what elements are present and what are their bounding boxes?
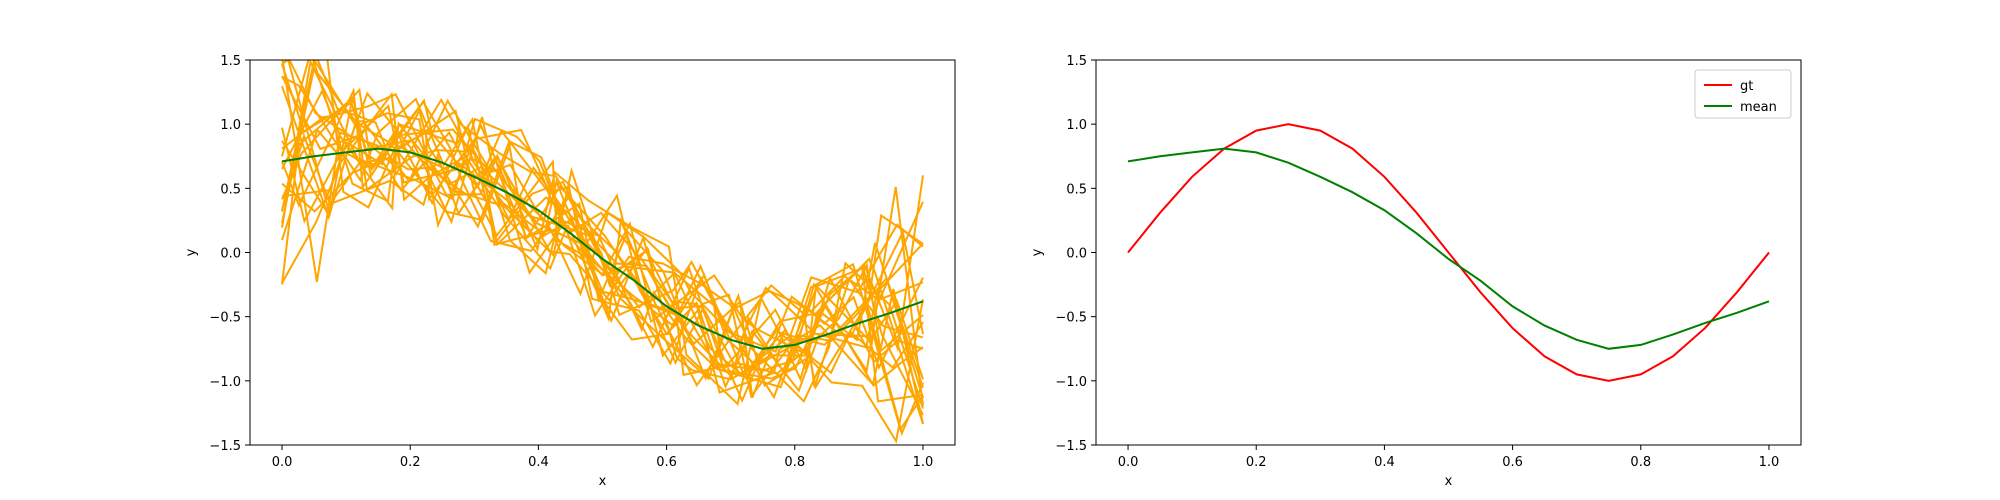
left-panel-chart: 0.0 0.2 0.4 0.6 0.8 1.0 −1.5 −1.0 −0.5 0.0 0.5 1.0 1… [184,54,956,489]
y-axis-label: y [184,248,199,256]
x-tick-label: 0.2 [400,455,421,470]
series-line-mean [1127,147,1770,350]
sample-line [288,60,924,398]
y-tick-label: −1.5 [1055,439,1087,454]
sample-line [281,88,924,365]
x-tick-label: 0.0 [1118,455,1139,470]
sample-line [287,60,924,389]
y-tick-label: −1.0 [1055,375,1087,390]
sample-line [281,60,924,432]
sample-line [281,75,924,393]
legend-label-gt: gt [1740,79,1753,94]
series-line-gt [1127,123,1770,382]
legend-label-mean: mean [1740,100,1777,115]
y-tick-label: 0.0 [220,247,241,262]
x-tick-label: 0.6 [1502,455,1523,470]
sample-line [281,91,924,409]
x-tick-label: 1.0 [913,455,934,470]
mean-line [281,147,924,350]
y-tick-label: −0.5 [1055,311,1087,326]
x-axis-label: x [1445,474,1453,489]
legend: gt mean [1694,69,1792,119]
y-tick-label: −1.0 [209,375,241,390]
x-tick-label: 1.0 [1759,455,1780,470]
y-tick-label: 1.5 [1066,54,1087,69]
plot-lines [281,60,924,444]
x-tick-label: 0.4 [528,455,549,470]
y-tick-label: 1.0 [220,118,241,133]
y-tick-label: 0.5 [220,182,241,197]
y-tick-label: 1.0 [1066,118,1087,133]
sample-line [281,120,924,375]
x-axis-label: x [599,474,607,489]
y-axis-label: y [1030,248,1045,256]
x-tick-label: 0.2 [1246,455,1267,470]
x-tick-label: 0.0 [272,455,293,470]
plot-lines [1127,123,1770,382]
x-tick-label: 0.8 [784,455,805,470]
sample-line [281,87,924,383]
y-tick-label: −1.5 [209,439,241,454]
x-tick-label: 0.4 [1374,455,1395,470]
sample-line [281,60,924,354]
y-tick-label: 1.5 [220,54,241,69]
sample-line [316,60,924,437]
x-tick-label: 0.6 [656,455,677,470]
y-tick-label: 0.0 [1066,247,1087,262]
y-tick-label: 0.5 [1066,182,1087,197]
x-tick-label: 0.8 [1630,455,1651,470]
right-panel-chart: 0.0 0.2 0.4 0.6 0.8 1.0 −1.5 −1.0 −0.5 0.0 0.5 1.0 1… [1030,54,1802,489]
y-tick-label: −0.5 [209,311,241,326]
